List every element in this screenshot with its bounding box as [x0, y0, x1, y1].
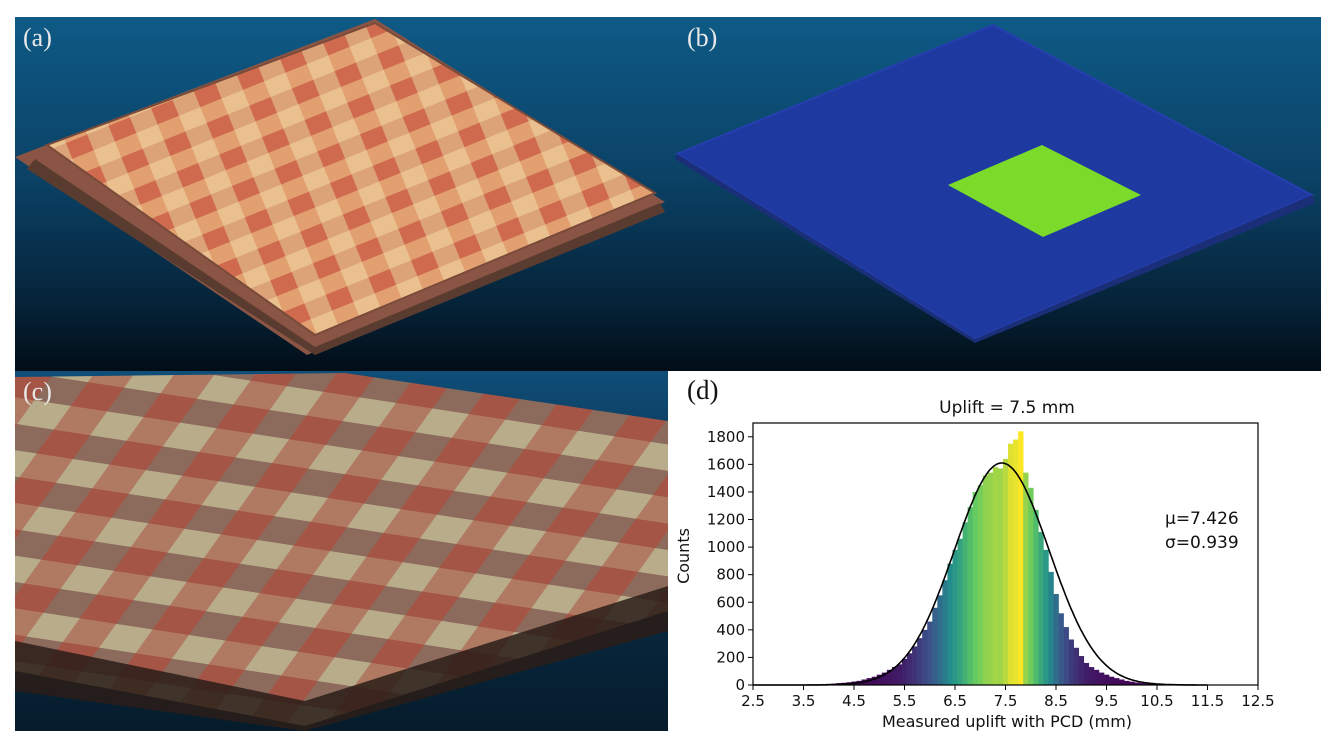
histogram-bar-21: [927, 621, 933, 685]
y-tick-label-3: 600: [716, 593, 745, 611]
y-tick-label-1: 200: [716, 648, 745, 666]
histogram-bar-59: [1119, 679, 1125, 685]
histogram-bar-10: [871, 676, 878, 685]
histogram-bar-51: [1078, 656, 1085, 685]
panel-label-d: (d): [687, 375, 719, 405]
histogram-bar-49: [1068, 639, 1074, 685]
panel-a-rgb-pointcloud: (a): [15, 17, 675, 371]
y-tick-label-7: 1400: [707, 483, 745, 501]
histogram-bar-53: [1088, 667, 1095, 685]
histogram-bar-14: [891, 667, 898, 685]
histogram-bar-37: [1008, 443, 1014, 685]
histogram-bar-17: [907, 653, 913, 685]
histogram-bar-24: [942, 580, 948, 685]
histogram-bar-64: [1144, 683, 1150, 685]
histogram-bar-32: [982, 475, 989, 685]
panel-label-a: (a): [23, 23, 52, 52]
x-tick-label-10: 12.5: [1241, 692, 1274, 710]
histogram-bar-35: [997, 468, 1004, 685]
y-tick-label-4: 800: [716, 566, 745, 584]
histogram-bar-56: [1103, 674, 1110, 685]
histogram-bar-18: [912, 646, 918, 685]
histogram-bar-47: [1058, 613, 1064, 685]
histogram-bar-20: [922, 629, 928, 685]
chart-title: Uplift = 7.5 mm: [939, 398, 1075, 418]
histogram-bar-26: [952, 549, 958, 685]
histogram-bar-36: [1002, 458, 1009, 685]
histogram-bar-55: [1098, 672, 1105, 685]
x-tick-label-2: 4.5: [842, 692, 866, 710]
histogram-bar-57: [1109, 676, 1115, 685]
panel-c-closeup-pointcloud: (c): [15, 371, 668, 731]
panel-label-b: (b): [687, 23, 718, 52]
x-tick-label-8: 10.5: [1140, 692, 1173, 710]
x-axis-label: Measured uplift with PCD (mm): [882, 712, 1132, 731]
x-tick-label-7: 9.5: [1095, 692, 1119, 710]
histogram-bar-28: [962, 522, 968, 685]
x-tick-label-9: 11.5: [1191, 692, 1224, 710]
histogram-bar-43: [1038, 531, 1044, 685]
histogram-bar-38: [1013, 439, 1019, 685]
pointcloud-deviation-image: [675, 23, 1315, 343]
y-tick-label-8: 1600: [707, 455, 745, 473]
histogram-bar-33: [987, 472, 994, 685]
pointcloud-rgb-image: [15, 19, 665, 355]
histogram-bar-9: [866, 678, 872, 685]
histogram-bar-62: [1134, 682, 1140, 685]
y-tick-label-0: 0: [735, 676, 745, 694]
histogram-bar-54: [1093, 669, 1100, 685]
y-axis-label: Counts: [674, 528, 693, 584]
histogram-bar-15: [896, 664, 903, 685]
histogram-bar-52: [1083, 662, 1090, 685]
annotation-mu: μ=7.426: [1165, 509, 1239, 529]
histogram-bar-44: [1043, 549, 1049, 685]
histogram-bar-41: [1028, 487, 1034, 685]
histogram-chart: Uplift = 7.5 mm 2.5 3.5 4.5 5.5 6.5 7.5 8.5 9.5…: [674, 398, 1275, 731]
histogram-bar-13: [886, 669, 893, 685]
histogram-bar-25: [947, 563, 953, 685]
y-tick-label-9: 1800: [707, 428, 745, 446]
histogram-bar-16: [901, 658, 908, 685]
x-tick-label-5: 7.5: [994, 692, 1018, 710]
annotation-sigma: σ=0.939: [1165, 533, 1239, 553]
histogram-bar-40: [1023, 472, 1029, 685]
y-tick-label-5: 1000: [707, 538, 745, 556]
histogram-bar-19: [917, 638, 923, 685]
x-tick-label-0: 2.5: [741, 692, 765, 710]
histogram-bar-27: [957, 538, 963, 685]
histogram-bar-42: [1033, 509, 1039, 685]
histogram-bar-12: [881, 672, 888, 685]
histogram-bar-46: [1053, 593, 1059, 685]
histogram-bar-61: [1129, 681, 1135, 685]
histogram-bar-23: [937, 595, 943, 685]
x-tick-label-6: 8.5: [1044, 692, 1068, 710]
y-tick-label-6: 1200: [707, 511, 745, 529]
histogram-bar-11: [876, 674, 883, 685]
x-tick-label-3: 5.5: [893, 692, 917, 710]
histogram-bar-60: [1124, 680, 1130, 685]
histogram-bar-50: [1073, 647, 1080, 685]
histogram-bar-22: [932, 607, 938, 685]
histogram-bar-30: [972, 491, 979, 685]
pointcloud-closeup-image: [15, 373, 668, 731]
panel-label-c: (c): [23, 377, 52, 406]
panel-b-deviation-pointcloud: (b): [675, 17, 1321, 371]
histogram-bar-63: [1139, 683, 1145, 685]
panel-d-histogram: (d) Uplift = 7.5 mm 2.5 3.5 4.5 5.5 6.5 7.5 8.…: [673, 371, 1321, 731]
histogram-bar-45: [1048, 571, 1054, 685]
x-tick-label-4: 6.5: [943, 692, 967, 710]
histogram-bar-29: [967, 507, 973, 685]
y-tick-label-2: 400: [716, 621, 745, 639]
histogram-bar-58: [1114, 678, 1120, 685]
histogram-bar-39: [1018, 431, 1024, 685]
histogram-bar-31: [977, 485, 984, 685]
histogram-bar-48: [1063, 627, 1069, 685]
histogram-bar-34: [992, 467, 999, 685]
x-tick-label-1: 3.5: [792, 692, 816, 710]
